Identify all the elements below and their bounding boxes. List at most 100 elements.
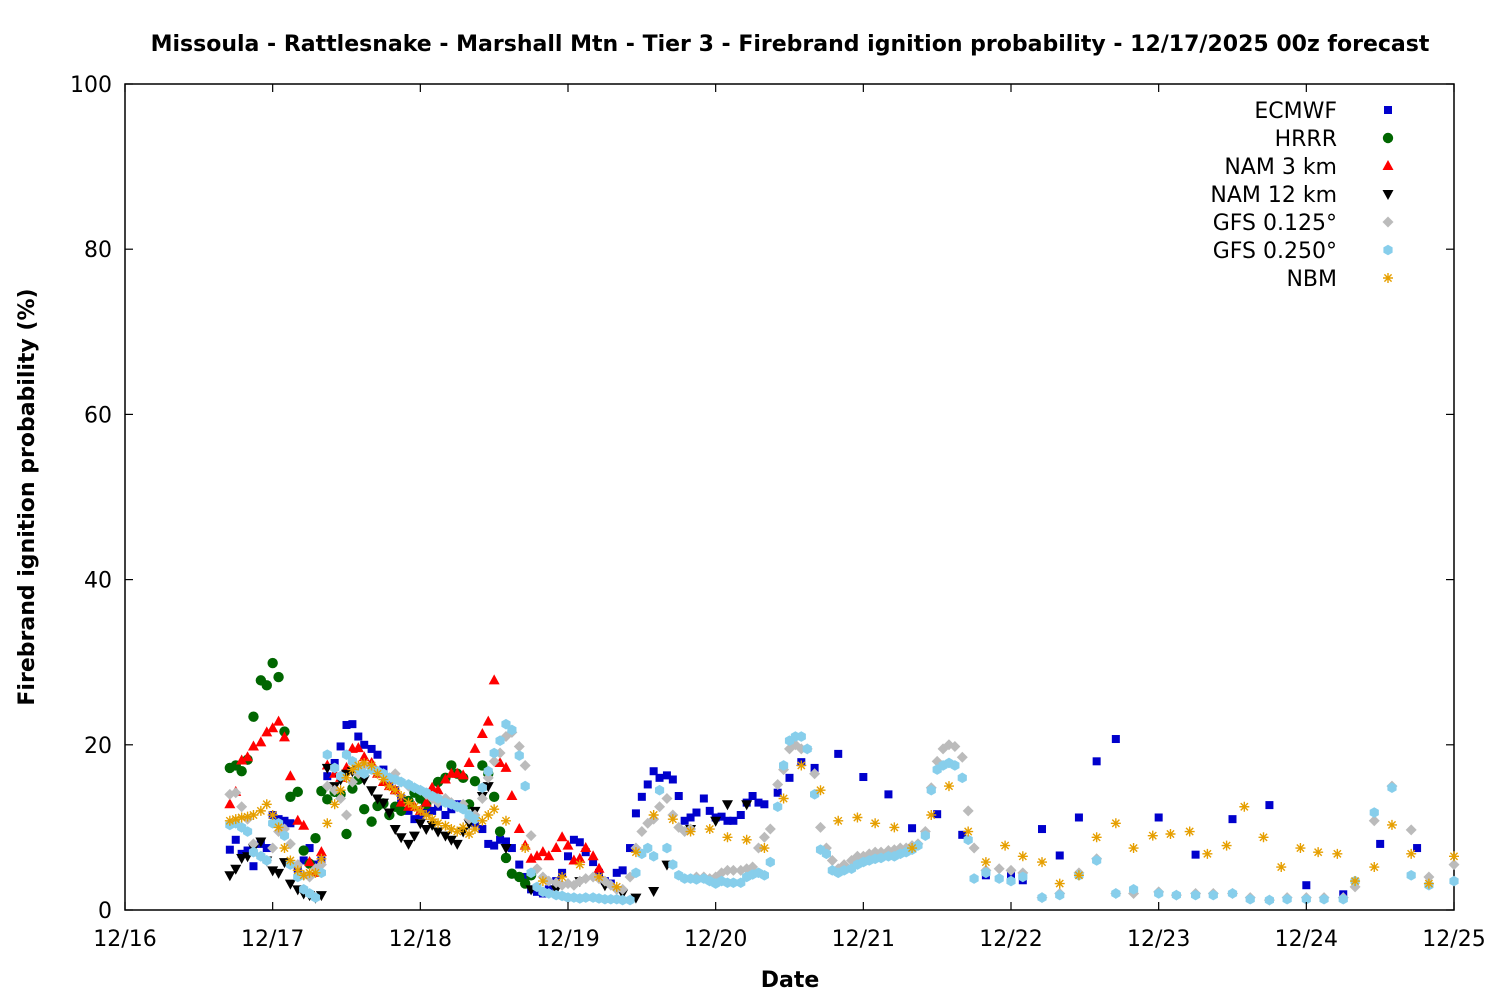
legend-label: NAM 3 km [1224, 155, 1337, 180]
data-point [728, 877, 738, 889]
data-point [469, 824, 480, 835]
data-point [950, 760, 960, 771]
data-point [1448, 859, 1460, 871]
data-point [341, 828, 352, 840]
data-point [1154, 813, 1163, 822]
data-point [594, 871, 605, 882]
data-point [236, 754, 248, 765]
data-point [796, 731, 806, 742]
data-point [414, 819, 426, 830]
data-point [298, 819, 310, 830]
data-point [815, 785, 826, 796]
data-point [273, 715, 285, 726]
data-point [243, 846, 252, 855]
data-point [876, 852, 886, 864]
data-point [1239, 801, 1250, 812]
data-point [1338, 893, 1348, 905]
data-point [908, 824, 917, 833]
data-point [612, 868, 621, 877]
series-gfs-0-250 [225, 718, 1459, 906]
data-point [305, 844, 314, 853]
data-point [668, 859, 678, 870]
data-point [773, 788, 782, 797]
x-axis: 12/16 12/17 12/18 12/19 12/20 12/21 12/22 12/23… [93, 84, 1486, 952]
data-point [329, 799, 340, 810]
data-point [470, 813, 480, 825]
legend-label: GFS 0.125° [1213, 211, 1337, 236]
data-point [575, 838, 584, 847]
data-point [618, 894, 628, 906]
data-point [236, 812, 247, 823]
data-point [452, 826, 463, 837]
data-point [1128, 843, 1139, 854]
data-point [1018, 871, 1028, 883]
data-point [432, 784, 444, 795]
data-point [482, 772, 494, 784]
data-point [383, 808, 395, 819]
data-point [661, 792, 673, 804]
x-tick-label: 12/18 [389, 927, 452, 952]
data-point [692, 808, 701, 817]
data-point [1037, 892, 1047, 903]
data-point [446, 760, 457, 771]
data-point [981, 867, 991, 879]
data-point [1055, 851, 1064, 860]
data-point [1092, 757, 1101, 766]
data-point [255, 805, 266, 816]
data-point [247, 838, 259, 850]
data-point [341, 749, 352, 761]
data-point [469, 775, 481, 787]
data-point [372, 794, 384, 805]
data-point [662, 842, 672, 854]
data-point [304, 856, 316, 867]
data-point [643, 780, 652, 789]
data-point [476, 728, 488, 739]
data-point [261, 799, 272, 810]
data-point [248, 810, 259, 821]
data-point [255, 837, 267, 848]
data-point [230, 787, 242, 799]
data-point [384, 781, 395, 792]
data-point [347, 783, 358, 794]
data-point [513, 740, 525, 752]
data-point [1245, 893, 1255, 905]
data-point [564, 852, 572, 861]
data-point [1110, 818, 1121, 829]
data-point [826, 854, 838, 866]
data-point [409, 801, 420, 812]
data-point [285, 791, 296, 803]
data-point [963, 834, 973, 846]
data-point [741, 800, 753, 811]
data-point [1147, 830, 1158, 841]
series-nbm [224, 757, 1459, 892]
data-point [759, 843, 770, 854]
data-point [993, 863, 1005, 875]
data-point [284, 770, 296, 781]
data-point [956, 751, 968, 763]
data-point [1387, 782, 1397, 794]
data-point [489, 747, 499, 759]
data-point [589, 858, 598, 867]
data-point [968, 842, 980, 854]
data-point [1227, 888, 1238, 899]
data-point [907, 843, 918, 854]
data-point [723, 816, 732, 825]
y-tick-label: 100 [70, 73, 112, 98]
data-point [408, 831, 420, 842]
data-point [1313, 847, 1324, 858]
data-point [1423, 871, 1435, 883]
legend-marker [1382, 160, 1394, 170]
data-point [580, 873, 592, 885]
data-point [315, 891, 327, 902]
data-point [236, 766, 247, 777]
data-point [513, 823, 525, 834]
data-point [870, 818, 881, 829]
data-point [495, 735, 505, 746]
data-point [969, 873, 979, 884]
data-point [581, 848, 590, 857]
data-point [1017, 851, 1028, 862]
data-point [483, 765, 493, 777]
data-point [1171, 889, 1181, 901]
data-point [336, 742, 345, 751]
